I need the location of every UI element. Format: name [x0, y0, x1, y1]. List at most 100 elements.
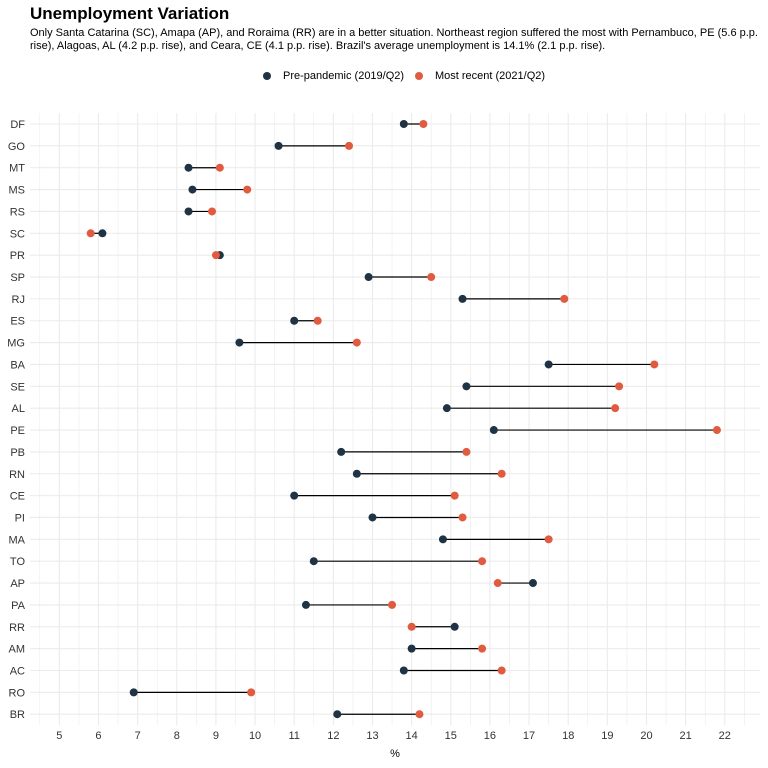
x-tick-label-20: 20: [640, 730, 652, 742]
legend-item-pre-pandemic: Pre-pandemic (2019/Q2): [263, 70, 404, 82]
y-tick-label-br: BR: [10, 709, 25, 721]
point-most-recent-mt: [215, 163, 224, 172]
y-tick-label-ap: AP: [10, 578, 25, 590]
point-pre-pandemic-pb: [337, 447, 346, 456]
y-tick-label-sp: SP: [10, 272, 25, 284]
y-tick-label-go: GO: [8, 141, 26, 153]
point-most-recent-ms: [243, 185, 252, 194]
point-pre-pandemic-mt: [184, 163, 193, 172]
y-tick-label-ba: BA: [10, 359, 25, 371]
point-most-recent-df: [419, 120, 428, 128]
y-tick-label-ac: AC: [10, 666, 25, 678]
point-most-recent-pb: [462, 447, 471, 456]
dumbbell-segments: [90, 123, 717, 715]
y-tick-label-rn: RN: [9, 469, 25, 481]
point-most-recent-rr: [407, 622, 416, 631]
grid-lines: [30, 113, 760, 726]
x-tick-label-19: 19: [601, 730, 613, 742]
point-most-recent-ba: [650, 360, 659, 369]
point-pre-pandemic-rn: [352, 469, 361, 478]
chart-title: Unemployment Variation: [30, 4, 230, 23]
y-tick-label-to: TO: [10, 556, 26, 568]
legend-label-pre-pandemic: Pre-pandemic (2019/Q2): [283, 70, 405, 82]
point-pre-pandemic-ro: [129, 688, 138, 697]
y-tick-label-pr: PR: [10, 250, 25, 262]
x-tick-label-7: 7: [135, 730, 141, 742]
point-pre-pandemic-ms: [188, 185, 197, 194]
point-pre-pandemic-mg: [235, 338, 244, 347]
point-most-recent-al: [611, 404, 620, 413]
x-tick-label-14: 14: [406, 730, 418, 742]
x-tick-label-17: 17: [523, 730, 535, 742]
y-tick-label-mt: MT: [9, 163, 25, 175]
point-pre-pandemic-df: [399, 120, 408, 128]
point-most-recent-es: [313, 316, 322, 325]
point-pre-pandemic-pi: [368, 513, 377, 522]
point-pre-pandemic-sc: [98, 229, 107, 238]
point-most-recent-se: [615, 382, 624, 391]
point-most-recent-ro: [247, 688, 256, 697]
x-tick-label-5: 5: [56, 730, 62, 742]
y-tick-label-rs: RS: [10, 206, 25, 218]
point-pre-pandemic-al: [442, 404, 451, 413]
point-most-recent-to: [478, 557, 487, 566]
x-tick-label-12: 12: [327, 730, 339, 742]
data-points: [86, 120, 721, 719]
chart-subtitle: Only Santa Catarina (SC), Amapa (AP), an…: [30, 27, 758, 52]
point-pre-pandemic-sp: [364, 273, 373, 282]
point-pre-pandemic-rs: [184, 207, 193, 216]
point-pre-pandemic-go: [274, 141, 283, 150]
point-most-recent-pr: [211, 251, 220, 260]
point-most-recent-sc: [86, 229, 95, 238]
point-most-recent-mg: [352, 338, 361, 347]
point-pre-pandemic-rr: [450, 622, 459, 631]
point-pre-pandemic-ma: [438, 535, 447, 544]
legend-item-most-recent: Most recent (2021/Q2): [415, 70, 545, 82]
point-pre-pandemic-to: [309, 557, 318, 566]
point-most-recent-br: [415, 710, 424, 719]
x-tick-label-16: 16: [484, 730, 496, 742]
point-pre-pandemic-pe: [489, 426, 498, 435]
point-pre-pandemic-am: [407, 644, 416, 653]
y-tick-label-ro: RO: [9, 687, 26, 699]
point-pre-pandemic-ce: [290, 491, 299, 500]
point-most-recent-rn: [497, 469, 506, 478]
point-most-recent-go: [345, 141, 354, 150]
y-tick-label-pb: PB: [10, 447, 25, 459]
point-most-recent-ce: [450, 491, 459, 500]
point-most-recent-rj: [560, 294, 569, 303]
point-pre-pandemic-ac: [399, 666, 408, 675]
x-axis-tick-labels: 5 6 7 8 9 10 11 12 13 14 15 16 17 18 19 20 21 22: [56, 730, 731, 742]
legend-label-most-recent: Most recent (2021/Q2): [435, 70, 546, 82]
y-tick-label-pe: PE: [10, 425, 25, 437]
y-axis-tick-labels: DF GO MT MS RS SC PR SP RJ ES MG BA SE AL PE PB RN CE PI MA…: [7, 119, 25, 721]
point-pre-pandemic-es: [290, 316, 299, 325]
y-tick-label-es: ES: [10, 316, 25, 328]
x-tick-label-15: 15: [445, 730, 457, 742]
x-axis-label: %: [390, 748, 400, 760]
y-tick-label-am: AM: [9, 644, 26, 656]
point-pre-pandemic-rj: [458, 294, 467, 303]
x-tick-label-11: 11: [288, 730, 299, 742]
point-most-recent-ac: [497, 666, 506, 675]
point-most-recent-sp: [427, 273, 436, 282]
point-pre-pandemic-pa: [301, 600, 310, 609]
y-tick-label-ma: MA: [9, 534, 26, 546]
point-most-recent-pi: [458, 513, 467, 522]
point-most-recent-ma: [544, 535, 553, 544]
legend: Pre-pandemic (2019/Q2) Most recent (2021…: [0, 70, 768, 86]
legend-marker-pre-pandemic: [263, 72, 271, 80]
y-tick-label-pa: PA: [11, 600, 26, 612]
y-tick-label-rj: RJ: [12, 294, 25, 306]
x-tick-label-21: 21: [680, 730, 692, 742]
y-tick-label-ms: MS: [9, 185, 26, 197]
y-tick-label-sc: SC: [10, 228, 25, 240]
point-pre-pandemic-ap: [528, 579, 537, 588]
point-most-recent-pe: [712, 426, 721, 435]
point-most-recent-am: [478, 644, 487, 653]
point-pre-pandemic-ba: [544, 360, 553, 369]
y-tick-label-pi: PI: [15, 512, 25, 524]
y-tick-label-df: DF: [10, 119, 25, 131]
point-most-recent-ap: [493, 579, 502, 588]
